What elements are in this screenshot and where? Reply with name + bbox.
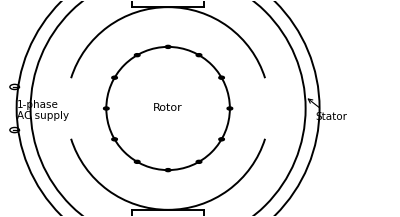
- Text: Stator: Stator: [308, 99, 348, 122]
- Text: Rotor: Rotor: [153, 104, 183, 113]
- Circle shape: [134, 160, 140, 163]
- Circle shape: [219, 138, 224, 141]
- Circle shape: [112, 138, 117, 141]
- Circle shape: [134, 54, 140, 57]
- Circle shape: [196, 54, 202, 57]
- Circle shape: [112, 76, 117, 79]
- Circle shape: [165, 169, 171, 172]
- Text: Main
Pole: Main Pole: [0, 216, 1, 217]
- Text: Main Winding: Main Winding: [0, 216, 1, 217]
- Circle shape: [165, 45, 171, 48]
- Text: 1-phase
AC supply: 1-phase AC supply: [17, 100, 69, 122]
- Circle shape: [219, 76, 224, 79]
- Circle shape: [104, 107, 109, 110]
- Circle shape: [196, 160, 202, 163]
- Circle shape: [227, 107, 233, 110]
- Text: Shading
Coil: Shading Coil: [0, 216, 1, 217]
